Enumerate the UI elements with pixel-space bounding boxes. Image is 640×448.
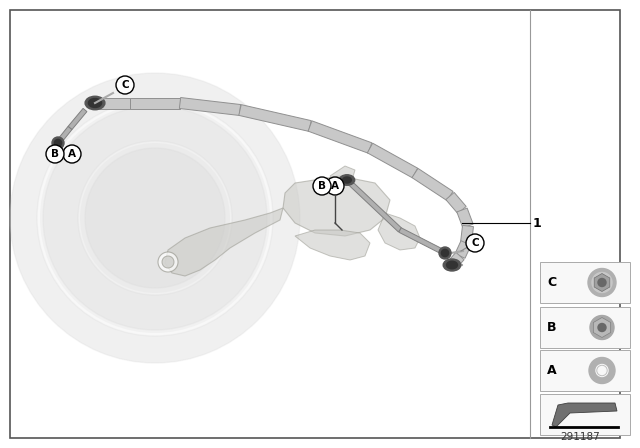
Text: 1: 1 bbox=[533, 216, 541, 229]
Bar bbox=[540, 350, 630, 391]
Ellipse shape bbox=[342, 177, 351, 183]
Polygon shape bbox=[330, 166, 355, 184]
Text: A: A bbox=[68, 149, 76, 159]
Circle shape bbox=[466, 234, 484, 252]
Bar bbox=[540, 307, 630, 348]
Circle shape bbox=[52, 137, 64, 149]
Circle shape bbox=[116, 76, 134, 94]
Circle shape bbox=[313, 177, 331, 195]
Circle shape bbox=[162, 256, 174, 268]
Polygon shape bbox=[239, 105, 311, 131]
Polygon shape bbox=[552, 403, 617, 427]
Circle shape bbox=[10, 73, 300, 363]
Polygon shape bbox=[95, 98, 130, 108]
Polygon shape bbox=[593, 318, 611, 337]
Polygon shape bbox=[346, 178, 402, 232]
Circle shape bbox=[592, 272, 612, 293]
Bar bbox=[540, 262, 630, 303]
Polygon shape bbox=[457, 208, 473, 228]
Ellipse shape bbox=[85, 96, 105, 110]
Ellipse shape bbox=[447, 261, 458, 269]
Polygon shape bbox=[56, 126, 72, 145]
Bar bbox=[540, 394, 630, 435]
Circle shape bbox=[439, 247, 451, 259]
Circle shape bbox=[598, 279, 606, 287]
Circle shape bbox=[54, 139, 61, 146]
Text: C: C bbox=[121, 80, 129, 90]
Wedge shape bbox=[85, 148, 225, 288]
Circle shape bbox=[598, 323, 606, 332]
Polygon shape bbox=[367, 143, 418, 178]
Polygon shape bbox=[448, 252, 464, 269]
Circle shape bbox=[442, 250, 449, 257]
Polygon shape bbox=[165, 208, 283, 276]
Text: 291187: 291187 bbox=[560, 432, 600, 442]
Circle shape bbox=[596, 365, 608, 376]
Polygon shape bbox=[179, 98, 241, 116]
Circle shape bbox=[46, 145, 64, 163]
Polygon shape bbox=[455, 241, 471, 258]
Polygon shape bbox=[594, 273, 610, 292]
Circle shape bbox=[598, 366, 606, 375]
Circle shape bbox=[80, 143, 230, 293]
Circle shape bbox=[597, 366, 607, 375]
Text: C: C bbox=[471, 238, 479, 248]
Wedge shape bbox=[10, 73, 300, 363]
Circle shape bbox=[326, 177, 344, 195]
Polygon shape bbox=[295, 230, 370, 260]
Circle shape bbox=[158, 252, 178, 272]
Circle shape bbox=[589, 358, 615, 383]
Text: B: B bbox=[318, 181, 326, 191]
Ellipse shape bbox=[339, 175, 355, 185]
Polygon shape bbox=[68, 108, 87, 129]
Ellipse shape bbox=[88, 99, 102, 108]
Circle shape bbox=[40, 103, 270, 333]
Polygon shape bbox=[412, 168, 453, 201]
Text: B: B bbox=[547, 321, 557, 334]
Polygon shape bbox=[308, 121, 372, 153]
Wedge shape bbox=[43, 106, 267, 330]
Circle shape bbox=[63, 145, 81, 163]
Circle shape bbox=[588, 268, 616, 297]
Polygon shape bbox=[461, 225, 474, 244]
Text: A: A bbox=[547, 364, 557, 377]
Circle shape bbox=[590, 315, 614, 340]
Polygon shape bbox=[446, 193, 466, 214]
Polygon shape bbox=[283, 176, 390, 236]
Text: B: B bbox=[51, 149, 59, 159]
Polygon shape bbox=[130, 98, 180, 108]
Text: A: A bbox=[331, 181, 339, 191]
Polygon shape bbox=[378, 213, 420, 250]
Text: C: C bbox=[547, 276, 556, 289]
Ellipse shape bbox=[443, 259, 461, 271]
Polygon shape bbox=[399, 228, 446, 255]
